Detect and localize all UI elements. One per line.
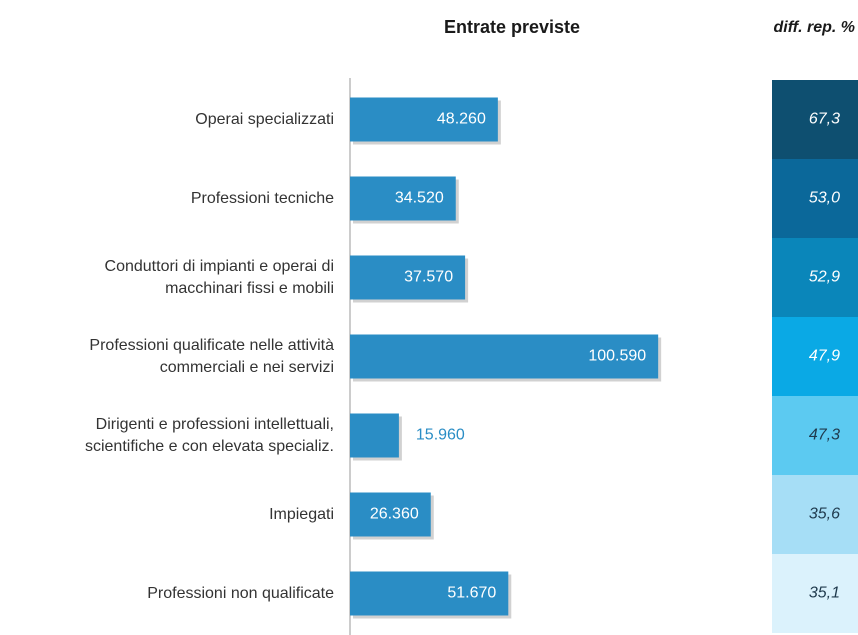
diff-label: 67,3 (809, 111, 840, 128)
diff-label: 47,3 (809, 427, 840, 444)
diff-label: 53,0 (809, 190, 840, 207)
diff-title: diff. rep. % (774, 19, 856, 36)
bar (350, 413, 399, 458)
bar (350, 571, 509, 616)
diff-cell (772, 80, 858, 159)
category-label: Operai specializzati (195, 110, 334, 128)
diff-cell (772, 317, 858, 396)
diff-label: 52,9 (809, 269, 840, 286)
value-label: 26.360 (370, 506, 419, 523)
bar (350, 255, 466, 300)
bar (350, 176, 456, 221)
bar (350, 334, 659, 379)
category-label: Dirigenti e professioni intellettuali, s… (84, 415, 334, 455)
value-label: 48.260 (437, 111, 486, 128)
diff-cell (772, 554, 858, 633)
diff-cell (772, 396, 858, 475)
category-label: Professioni non qualificate (147, 584, 334, 602)
category-label: Conduttori di impianti e operai di macch… (104, 257, 334, 297)
category-label: Impiegati (269, 505, 334, 523)
category-label: Professioni tecniche (190, 189, 334, 207)
bar (350, 492, 431, 537)
category-label: Professioni qualificate nelle attività c… (89, 336, 334, 376)
value-label: 37.570 (404, 269, 453, 286)
diff-label: 35,1 (809, 585, 840, 602)
diff-cell (772, 238, 858, 317)
value-label: 51.670 (447, 585, 496, 602)
diff-label: 47,9 (809, 348, 840, 365)
value-label: 15.960 (416, 427, 465, 444)
value-label: 100.590 (588, 348, 646, 365)
bar (350, 97, 498, 142)
chart-title: Entrate previste (444, 17, 580, 37)
diff-cell (772, 475, 858, 554)
diff-label: 35,6 (809, 506, 840, 523)
diff-cell (772, 159, 858, 238)
value-label: 34.520 (395, 190, 444, 207)
